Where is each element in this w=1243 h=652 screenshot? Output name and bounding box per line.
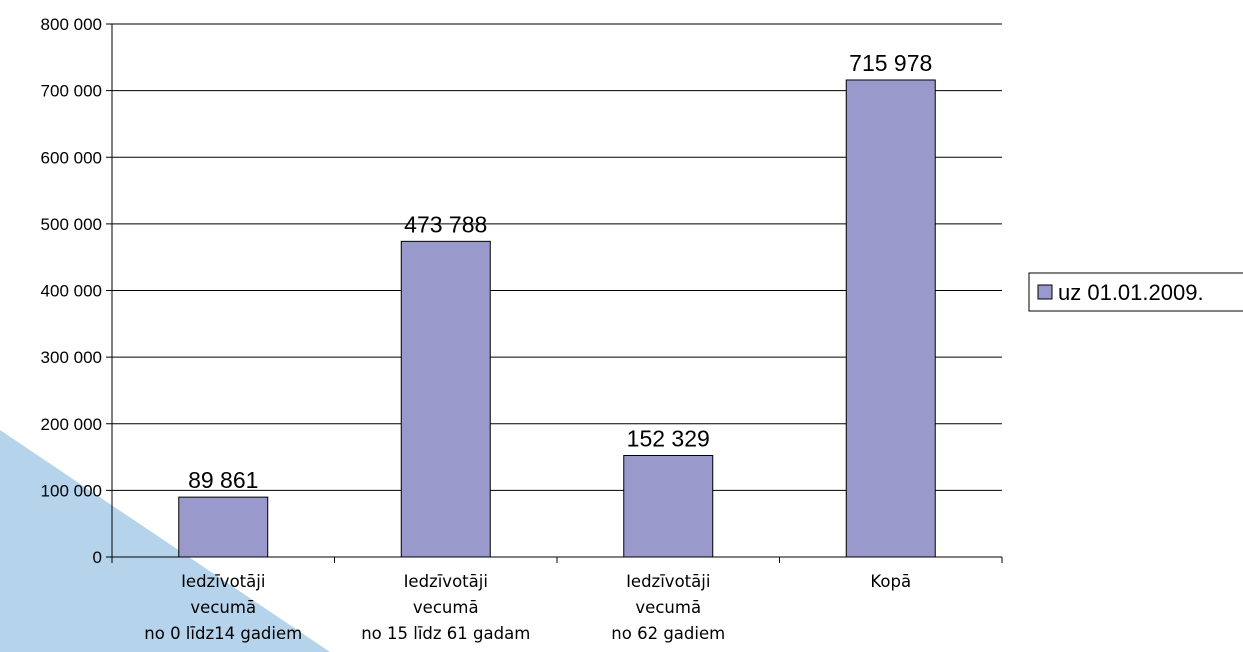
category-label: Iedzīvotāji	[626, 572, 710, 591]
data-label: 715 978	[849, 50, 932, 76]
legend: uz 01.01.2009.	[1028, 272, 1243, 312]
category-label: vecumā	[635, 598, 701, 617]
y-tick-label: 200 000	[41, 415, 102, 434]
category-label: Iedzīvotāji	[181, 572, 265, 591]
gridlines	[112, 23, 1002, 491]
y-tick-label: 800 000	[41, 15, 102, 34]
bar	[623, 455, 714, 558]
y-tick-label: 400 000	[41, 282, 102, 301]
data-label: 152 329	[627, 426, 710, 452]
category-label: no 15 līdz 61 gadam	[361, 624, 530, 643]
y-tick-label: 500 000	[41, 215, 102, 234]
category-label: vecumā	[413, 598, 479, 617]
category-label: Kopā	[870, 572, 911, 591]
legend-swatch	[1037, 284, 1053, 300]
category-labels: Iedzīvotāji vecumā no 0 līdz14 gadiem Iedzī…	[144, 572, 911, 643]
bar	[845, 79, 936, 558]
y-tick-labels: 0 100 000 200 000 300 000 400 000 500 000 600 …	[41, 15, 112, 567]
category-label: no 62 gadiem	[611, 624, 725, 643]
bar	[178, 496, 269, 558]
bars	[178, 79, 936, 558]
category-label: vecumā	[190, 598, 256, 617]
category-label: Iedzīvotāji	[404, 572, 488, 591]
data-labels: 89 861 473 788 152 329 715 978	[188, 50, 932, 493]
decorative-corner-triangle	[0, 430, 330, 652]
y-tick-label: 700 000	[41, 82, 102, 101]
bar	[400, 240, 491, 558]
legend-box	[1028, 272, 1243, 312]
y-tick-label: 100 000	[41, 481, 102, 500]
data-label: 89 861	[188, 467, 258, 493]
y-tick-label: 600 000	[41, 148, 102, 167]
data-label: 473 788	[404, 211, 487, 237]
category-label: no 0 līdz14 gadiem	[144, 624, 302, 643]
y-tick-label: 0	[93, 548, 102, 567]
y-tick-label: 300 000	[41, 348, 102, 367]
legend-label: uz 01.01.2009.	[1058, 280, 1204, 305]
